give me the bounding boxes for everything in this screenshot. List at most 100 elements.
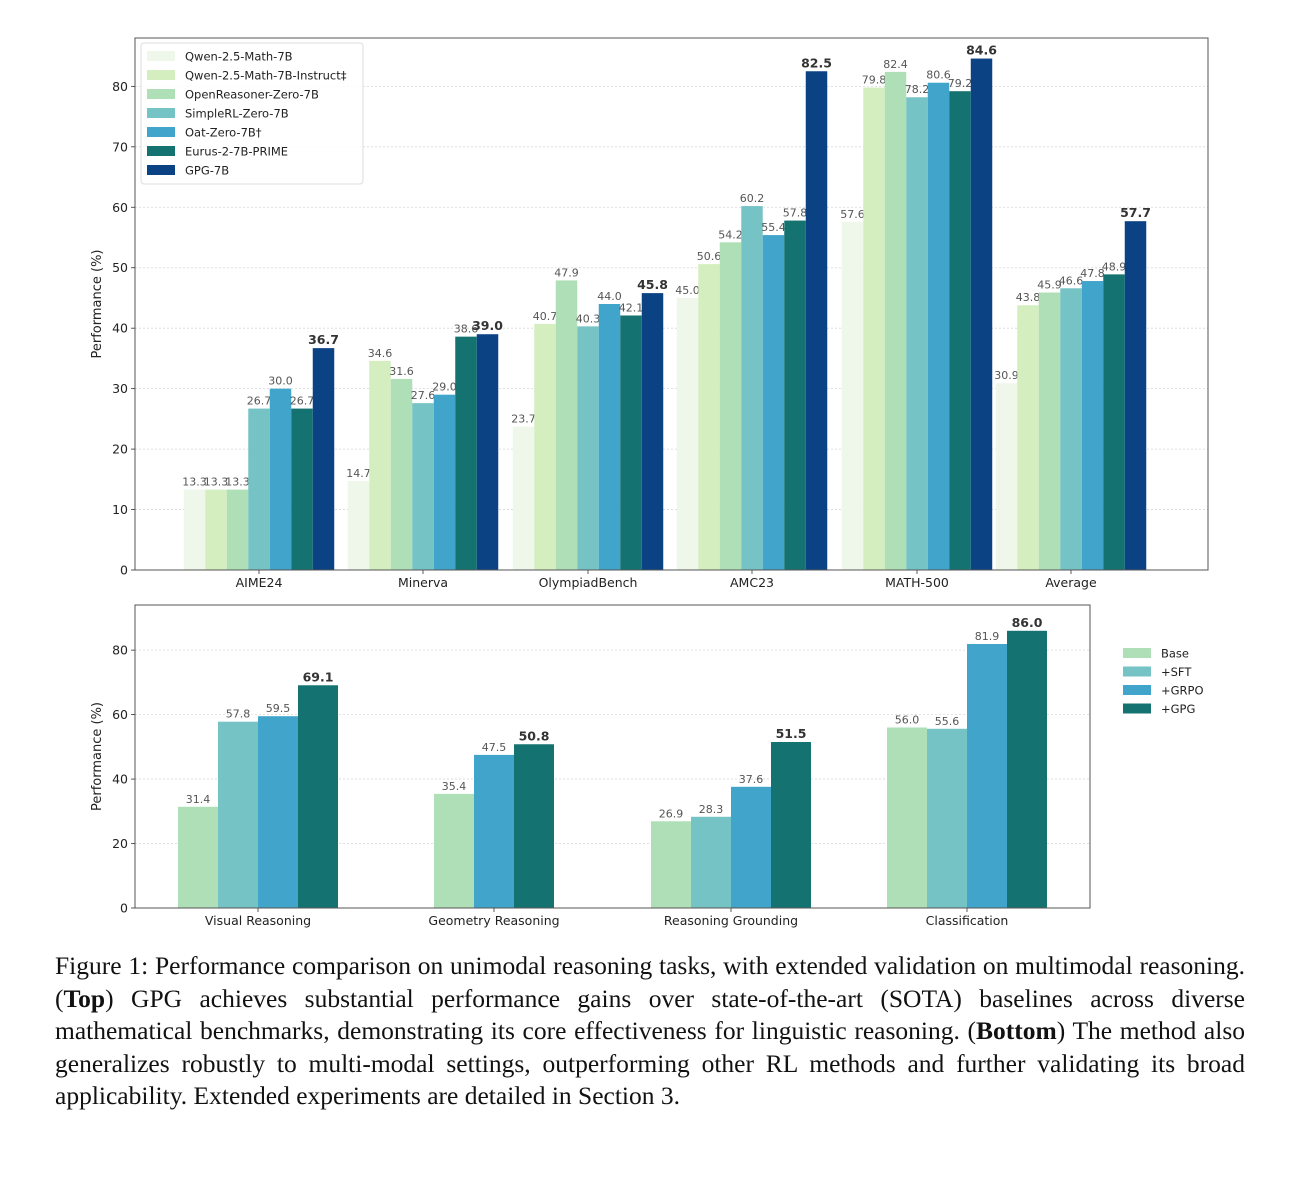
bar-value-label: 82.4 [883,58,908,71]
legend-label: Qwen-2.5-Math-7B-Instruct‡ [185,69,347,83]
y-tick-label: 70 [112,139,128,154]
legend-label: Oat-Zero-7B† [185,126,262,140]
bar-value-label: 31.4 [186,793,211,806]
y-tick-label: 50 [112,260,128,275]
bar-value-label: 57.7 [1120,205,1151,220]
x-tick-label: Reasoning Grounding [664,913,798,928]
bar [205,489,227,570]
bar-value-label: 36.7 [308,332,339,347]
bar-value-label: 23.7 [511,413,536,426]
bar-value-label: 57.8 [783,207,808,220]
bar-value-label: 28.3 [699,803,724,816]
bar-value-label: 14.7 [346,467,371,480]
bar [805,71,828,570]
legend-swatch [147,89,175,99]
legend-swatch [1123,648,1151,658]
x-tick-label: MATH-500 [885,575,949,590]
bar [455,336,477,570]
bar [970,58,993,571]
bar [347,481,370,570]
legend-swatch [147,51,175,61]
legend-swatch [147,70,175,80]
legend-swatch [1123,703,1151,714]
bar-value-label: 47.8 [1080,267,1105,280]
bar-value-label: 69.1 [303,669,334,684]
bar [390,378,413,570]
y-tick-label: 80 [112,79,128,94]
top-chart-math-benchmarks: 13.313.313.326.730.026.736.7AIME2414.734… [90,37,1209,590]
bar-value-label: 26.7 [290,395,315,408]
bar [927,728,967,908]
bar [226,489,249,570]
legend-label: Qwen-2.5-Math-7B [185,50,293,64]
figure-caption: Figure 1: Performance comparison on unim… [55,950,1245,1113]
bar [178,806,218,908]
x-tick-label: AMC23 [730,575,774,590]
bar-value-label: 38.6 [454,323,479,336]
bar [863,87,885,570]
bar-value-label: 37.6 [739,773,764,786]
bar-value-label: 56.0 [895,713,920,726]
bar [433,394,456,570]
y-tick-label: 30 [112,381,128,396]
bar-value-label: 45.0 [675,284,700,297]
bar [1124,221,1147,570]
bar-value-label: 29.0 [432,381,457,394]
bar [555,280,578,570]
bar [1007,630,1047,908]
bar [927,82,950,571]
x-tick-label: Average [1045,575,1097,590]
bar [771,741,811,908]
bar-value-label: 86.0 [1012,615,1043,630]
legend-label: Base [1161,647,1189,661]
bar [698,264,720,570]
bar [1038,292,1061,570]
bar-value-label: 60.2 [740,192,765,205]
bar [1081,281,1104,570]
bar-value-label: 57.8 [226,708,251,721]
bar-value-label: 40.7 [533,310,558,323]
bar-value-label: 55.6 [935,715,960,728]
bar-value-label: 81.9 [975,630,1000,643]
caption-suffix: ) The method also generalizes robustly t… [55,1016,1245,1110]
bar-value-label: 48.9 [1102,260,1127,273]
bar [887,727,927,908]
bar-value-label: 79.8 [862,74,887,87]
bar-value-label: 13.3 [204,476,229,489]
bar [784,220,806,570]
bar [691,816,731,908]
bar [641,293,664,570]
legend-label: GPG-7B [185,164,229,178]
bar-value-label: 59.5 [266,702,291,715]
bar [949,91,971,570]
bar-value-label: 82.5 [801,55,832,70]
bar [841,221,864,571]
x-tick-label: AIME24 [236,575,283,590]
caption-prefix: Figure 1: Performance comparison on unim… [55,951,1245,1013]
bar [474,754,514,908]
bar-value-label: 13.3 [225,476,250,489]
bar [514,744,554,908]
bar [577,326,599,570]
y-tick-label: 10 [112,502,128,517]
legend-label: +GRPO [1161,684,1204,698]
y-tick-label: 60 [112,200,128,215]
x-tick-label: Minerva [398,575,448,590]
legend-label: OpenReasoner-Zero-7B [185,88,319,102]
bar-value-label: 51.5 [776,726,807,741]
bar [269,388,292,570]
bar [1103,274,1125,570]
bar-value-label: 79.2 [948,77,973,90]
bar-value-label: 55.4 [761,221,786,234]
legend-label: SimpleRL-Zero-7B [185,107,289,121]
bar-value-label: 47.9 [554,266,579,279]
legend-swatch [147,127,175,137]
bar [995,383,1018,570]
legend: Base +SFT +GRPO +GPG [1123,647,1204,716]
bar [620,315,642,570]
bar-value-label: 84.6 [966,43,997,58]
bar-value-label: 26.9 [659,807,684,820]
bar [651,821,691,908]
bar-value-label: 39.0 [472,318,503,333]
x-tick-label: Visual Reasoning [205,913,311,928]
